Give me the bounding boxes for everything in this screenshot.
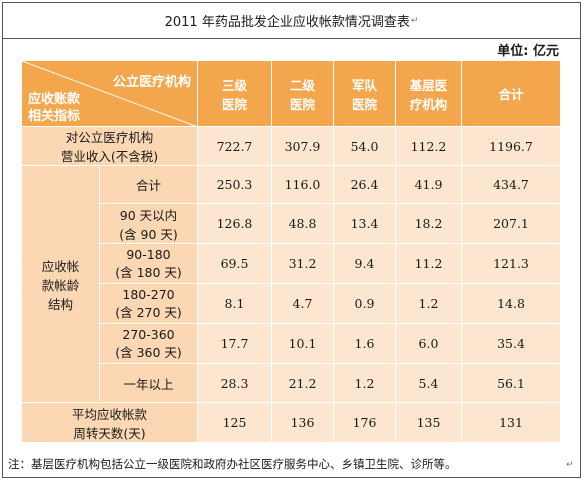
aging-group-label: 应收帐 款帐龄 结构 [21,165,100,403]
unit-label: 单位: 亿元 [497,44,559,59]
turnover-row: 平均应收帐款 周转天数(天) 125 136 176 135 131 [21,402,561,443]
table-cell: 434.7 [461,165,561,204]
table-cell: 5.4 [395,363,462,403]
corner-bottom-label: 应收账款 相关指标 [28,91,80,125]
table-cell: 0.9 [333,283,396,324]
aging-row-label: 90 天以内 (含 90 天) [99,203,198,244]
aging-row-label: 180-270 (含 270 天) [99,283,198,324]
table-cell: 18.2 [395,203,462,244]
table-cell: 31.2 [271,243,334,284]
table-cell: 9.4 [333,243,396,284]
table-cell: 26.4 [333,165,396,204]
table-cell: 307.9 [271,126,334,166]
table-cell: 14.8 [461,283,561,324]
table-cell: 54.0 [333,126,396,166]
paragraph-mark-icon: ↵ [566,460,574,470]
aging-row-label: 90-180 (含 180 天) [99,243,198,284]
aging-row-label: 一年以上 [99,363,198,403]
header-row: 公立医疗机构 应收账款 相关指标 三级 医院 二级 医院 军队 医院 基层医 疗机构 合… [21,60,561,127]
table-cell: 48.8 [271,203,334,244]
title-row: 2011 年药品批发企业应收帐款情况调查表 ↵ [3,3,580,39]
table-cell: 1196.7 [461,126,561,166]
aging-row-label: 合计 [99,165,198,204]
table-cell: 11.2 [395,243,462,284]
table-frame: 2011 年药品批发企业应收帐款情况调查表 ↵ [2,2,581,478]
table-cell: 8.1 [197,283,272,324]
col-header-military: 军队 医院 [333,60,396,127]
table-cell: 207.1 [461,203,561,244]
aging-row-270: 180-270 (含 270 天) 8.1 4.7 0.9 1.2 14.8 [22,283,561,324]
table-cell: 17.7 [197,323,272,364]
col-header-tertiary: 三级 医院 [197,60,272,127]
table-cell: 13.4 [333,203,396,244]
table-cell: 136 [271,402,334,443]
table-cell: 126.8 [197,203,272,244]
table-cell: 6.0 [395,323,462,364]
table-cell: 56.1 [461,363,561,403]
footnote: 注：基层医疗机构包括公立一级医院和政府办社区医疗服务中心、乡镇卫生院、诊所等。 [8,457,457,471]
diagonal-divider [22,61,198,127]
table-cell: 28.3 [197,363,272,403]
table-cell: 21.2 [271,363,334,403]
aging-row-over-year: 一年以上 28.3 21.2 1.2 5.4 56.1 [22,363,561,403]
col-header-primary: 基层医 疗机构 [395,60,462,127]
table-cell: 1.6 [333,323,396,364]
table-cell: 116.0 [271,165,334,204]
col-header-secondary: 二级 医院 [271,60,334,127]
aging-row-label: 270-360 (含 360 天) [99,323,198,364]
corner-header: 公立医疗机构 应收账款 相关指标 [21,60,198,127]
revenue-row-label: 对公立医疗机构 营业收入(不含税) [21,126,198,166]
table-cell: 250.3 [197,165,272,204]
corner-bottom-line2: 相关指标 [28,109,81,124]
table-cell: 135 [395,402,462,443]
corner-bottom-line1: 应收账款 [28,92,81,107]
aging-row-360: 270-360 (含 360 天) 17.7 10.1 1.6 6.0 35.4 [22,323,561,364]
table-cell: 131 [461,402,561,443]
col-header-total: 合计 [461,60,561,127]
aging-row-90: 90 天以内 (含 90 天) 126.8 48.8 13.4 18.2 207.… [22,203,561,244]
aging-row-total: 应收帐 款帐龄 结构 合计 250.3 116.0 26.4 41.9 434.7 [21,165,561,403]
table-cell: 69.5 [197,243,272,284]
table-cell: 1.2 [333,363,396,403]
table-cell: 41.9 [395,165,462,204]
table-cell: 722.7 [197,126,272,166]
revenue-row: 对公立医疗机构 营业收入(不含税) 722.7 307.9 54.0 112.2 … [21,126,561,166]
table-cell: 35.4 [461,323,561,364]
turnover-row-label: 平均应收帐款 周转天数(天) [21,402,198,443]
paragraph-mark-icon: ↵ [410,15,419,26]
table-cell: 4.7 [271,283,334,324]
table-cell: 125 [197,402,272,443]
receivables-table: 公立医疗机构 应收账款 相关指标 三级 医院 二级 医院 军队 医院 基层医 疗机构 合… [21,60,561,443]
table-cell: 121.3 [461,243,561,284]
table-cell: 176 [333,402,396,443]
table-cell: 10.1 [271,323,334,364]
table-cell: 1.2 [395,283,462,324]
table-cell: 112.2 [395,126,462,166]
corner-top-label: 公立医疗机构 [112,75,191,90]
aging-row-180: 90-180 (含 180 天) 69.5 31.2 9.4 11.2 121.3 [22,243,561,284]
table-title: 2011 年药品批发企业应收帐款情况调查表 [164,15,410,30]
